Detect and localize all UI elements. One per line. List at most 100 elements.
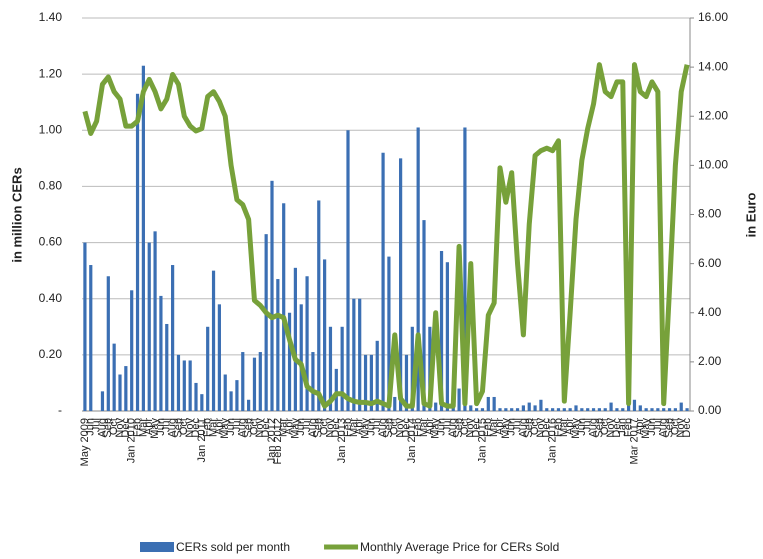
x-tick-label: Oct	[669, 418, 681, 435]
x-tick-label: Apr	[354, 418, 366, 435]
x-tick-label: Feb	[412, 418, 424, 437]
x-tick-label: Jan	[617, 418, 629, 436]
bar	[603, 408, 607, 411]
bar	[551, 408, 555, 411]
bar	[586, 408, 590, 411]
x-tick-label: Apr	[143, 418, 155, 435]
x-tick-label: Dec	[471, 418, 483, 438]
bar	[328, 326, 333, 411]
bar	[241, 352, 245, 411]
bar	[650, 408, 654, 411]
x-tick-label: Apr	[564, 418, 576, 435]
bar	[381, 152, 385, 411]
x-tick-label: May	[640, 418, 652, 439]
bar	[539, 399, 543, 411]
bar	[323, 259, 327, 411]
x-tick-label: Feb	[202, 418, 214, 437]
x-tick-label: Jun	[506, 418, 518, 436]
bar	[627, 405, 631, 411]
bar	[305, 276, 309, 411]
y-tick-label: 0.40	[39, 291, 63, 305]
x-tick-label: Jun	[85, 418, 97, 436]
bar	[141, 65, 145, 411]
x-tick-label: Dec	[120, 418, 132, 438]
x-tick-label: Sep	[383, 418, 395, 438]
bar	[621, 408, 625, 411]
x-tick-label: Oct	[389, 418, 401, 435]
bar	[270, 180, 274, 411]
bar	[504, 408, 508, 411]
x-tick-label: Feb	[342, 418, 354, 437]
x-tick-label: Aug	[587, 418, 599, 438]
x-tick-label: Oct	[108, 418, 120, 435]
y2-tick-label: 10.00	[698, 158, 728, 172]
x-tick-label: Aug	[237, 418, 249, 438]
bar	[434, 402, 438, 411]
bar	[217, 304, 221, 411]
bar	[369, 354, 373, 411]
y2-tick-label: 8.00	[698, 207, 722, 221]
bar	[176, 354, 181, 411]
x-tick-label: Jan 2010	[126, 418, 138, 463]
bar	[276, 279, 280, 411]
bar	[311, 352, 315, 411]
bar	[375, 340, 379, 411]
bar	[299, 304, 303, 411]
x-tick-label: Oct	[178, 418, 190, 435]
x-tick-label: Jul	[511, 418, 523, 432]
bar	[258, 352, 262, 411]
x-tick-label: Jul	[441, 418, 453, 432]
bar	[206, 326, 210, 411]
bar	[492, 396, 496, 411]
y2-tick-label: 0.00	[698, 403, 722, 417]
x-tick-label: Nov	[605, 418, 617, 438]
bar	[346, 130, 350, 412]
bar	[264, 234, 268, 411]
bar	[200, 394, 204, 411]
x-tick-label: Oct	[459, 418, 471, 435]
x-tick-label: Oct	[529, 418, 541, 435]
y2-tick-label: 16.00	[698, 10, 728, 24]
bar	[486, 396, 490, 411]
y-tick-label: 0.20	[39, 347, 63, 361]
x-tick-label: Mar	[348, 418, 360, 437]
x-tick-label: Aug	[517, 418, 529, 438]
x-tick-label: Dec	[330, 418, 342, 438]
x-tick-label: Dec	[611, 418, 623, 438]
x-tick-label: Jun	[225, 418, 237, 436]
x-tick-label: Apr	[283, 418, 295, 435]
bar	[545, 408, 549, 411]
bar	[527, 402, 531, 411]
bar	[387, 256, 391, 411]
bar	[229, 391, 233, 411]
bar	[334, 368, 338, 411]
x-tick-label: Dec	[260, 418, 272, 438]
bar	[662, 408, 666, 411]
bar	[83, 242, 87, 411]
bar	[475, 408, 479, 411]
x-tick-label: Jul	[231, 418, 243, 432]
bar	[416, 127, 420, 411]
x-tick-label: Dec	[400, 418, 412, 438]
bar	[89, 265, 93, 411]
x-tick-label: Feb	[623, 418, 635, 437]
x-tick-label: Sep	[523, 418, 535, 438]
x-tick-label: Nov	[465, 418, 477, 438]
bar	[521, 405, 525, 411]
x-tick-label: Mar	[488, 418, 500, 437]
bar	[632, 399, 637, 411]
x-tick-label: Aug	[377, 418, 389, 438]
bar	[533, 405, 537, 411]
x-tick-label: Oct	[599, 418, 611, 435]
x-tick-label: May	[570, 418, 582, 439]
x-tick-label: Dec	[541, 418, 553, 438]
bar	[685, 408, 689, 411]
bar	[135, 93, 140, 412]
bar	[153, 231, 157, 411]
bar	[673, 408, 677, 411]
bar	[252, 357, 257, 411]
bar	[445, 262, 449, 411]
x-tick-label: Sep	[593, 418, 605, 438]
y-tick-label: -	[58, 403, 62, 417]
x-tick-label: Sep	[172, 418, 184, 438]
